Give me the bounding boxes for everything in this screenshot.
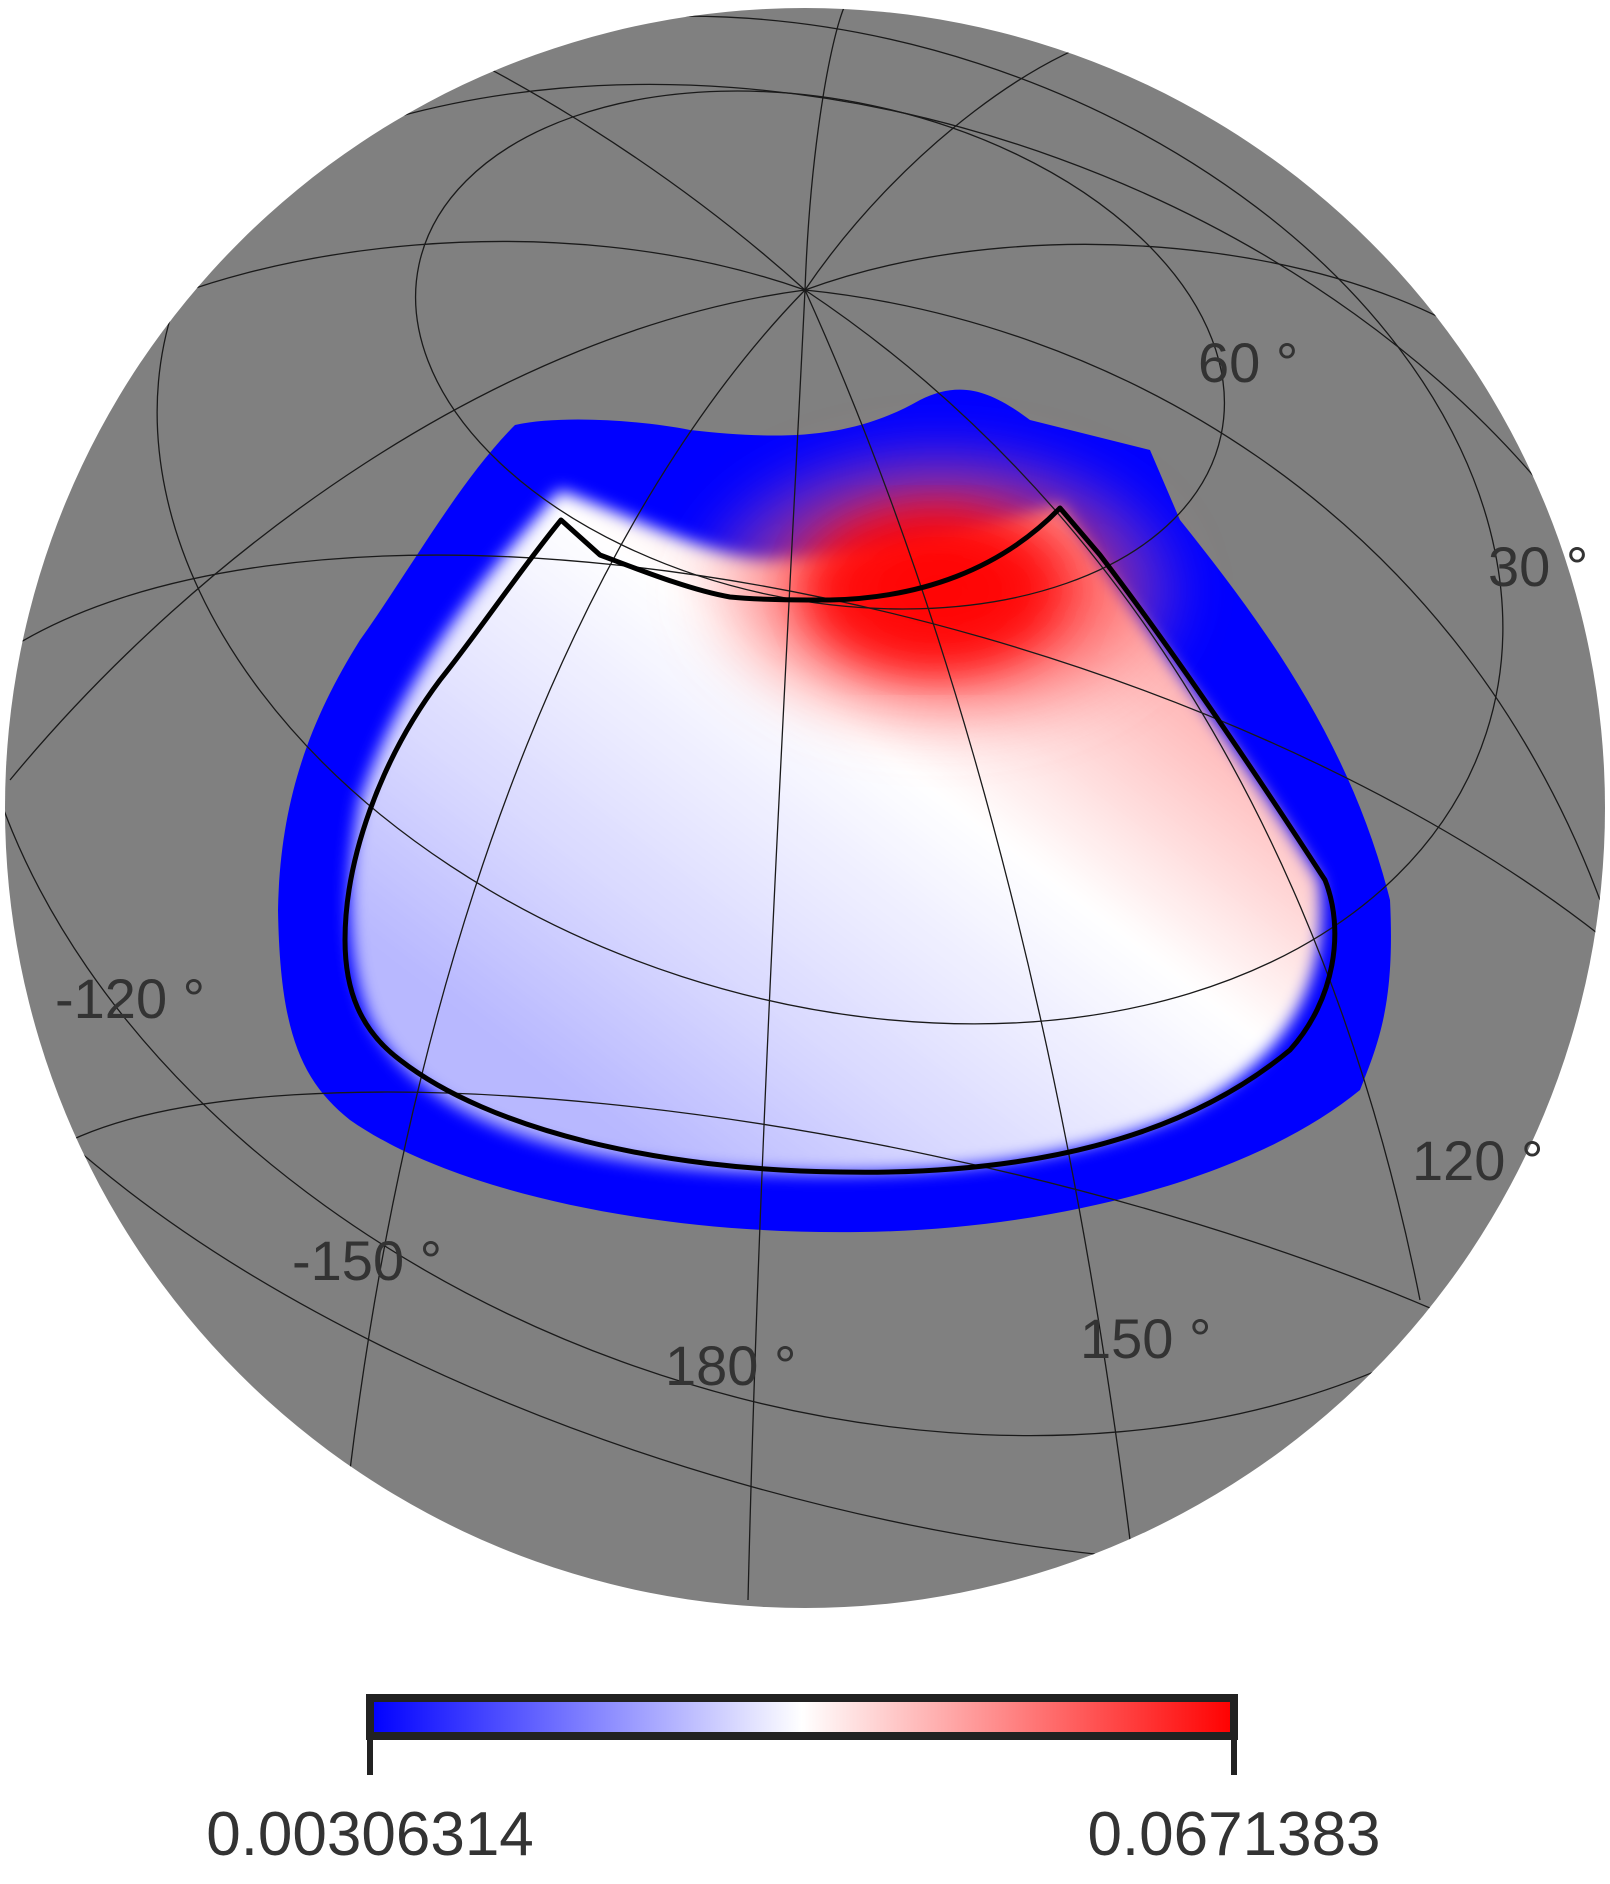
label-lat-60: 60 °	[1198, 331, 1298, 394]
meridian-m30	[349, 289, 806, 1471]
footprint-outline	[342, 505, 1338, 1175]
label-lon-m120: -120 °	[55, 967, 205, 1030]
meridian-m150	[804, 8, 846, 291]
meridian-60	[804, 289, 1421, 1301]
label-lon-180: 180 °	[665, 1334, 796, 1397]
colorbar: 0.00306314 0.0671383	[206, 1694, 1381, 1869]
colorbar-gradient	[366, 1694, 1238, 1740]
meridian-m60	[9, 289, 806, 781]
colorbar-min-label: 0.00306314	[206, 1800, 534, 1869]
colorbar-max-label: 0.0671383	[1087, 1800, 1380, 1869]
parallel-m60	[5, 1091, 1605, 1608]
region-hotspot-core	[810, 515, 1050, 665]
meridian-0	[747, 289, 806, 1601]
label-lon-m150: -150 °	[292, 1229, 442, 1292]
label-lon-150: 150 °	[1080, 1307, 1211, 1370]
label-lon-120: 120 °	[1412, 1129, 1543, 1192]
parallel-60	[414, 90, 1226, 610]
parallel-0	[5, 83, 1605, 1437]
parallel-m30	[5, 554, 1605, 1566]
meridian-30	[804, 289, 1131, 1541]
label-lat-30: 30 °	[1488, 535, 1588, 598]
meridian-90	[804, 289, 1601, 901]
